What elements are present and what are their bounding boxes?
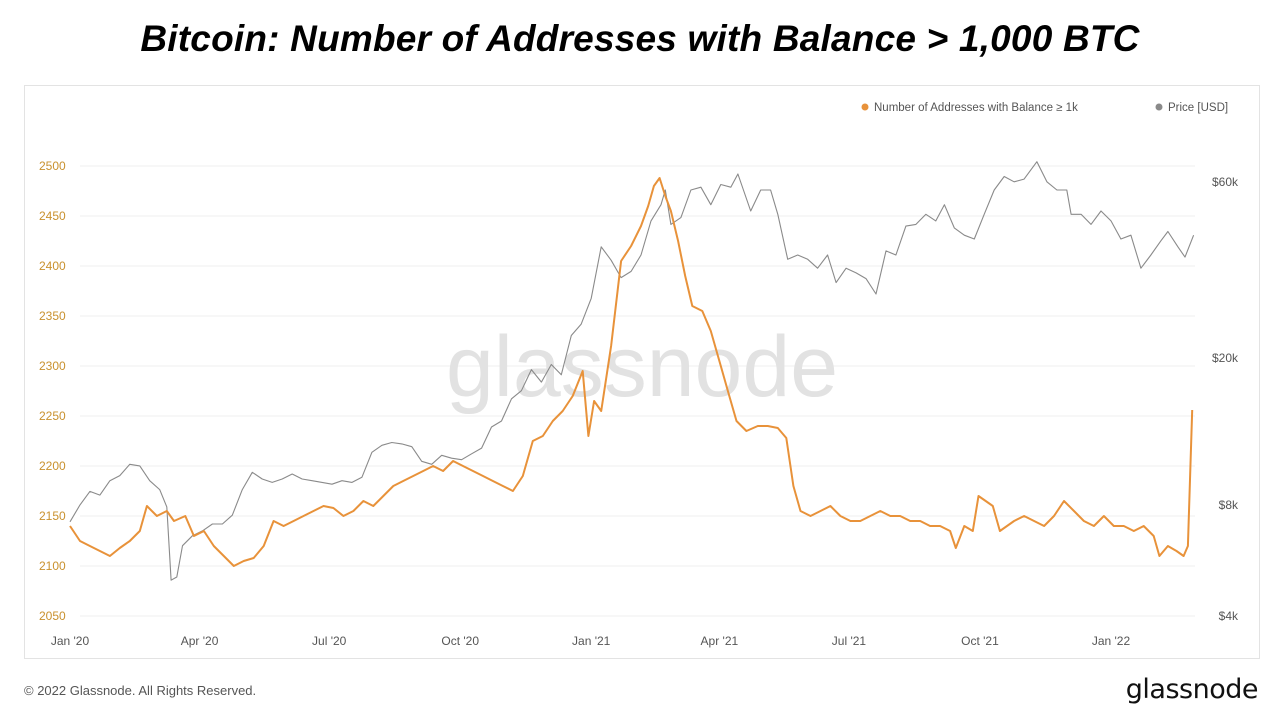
x-tick-label: Jan '21	[572, 634, 611, 648]
x-tick-label: Jan '22	[1092, 634, 1131, 648]
price-line	[69, 161, 1195, 581]
watermark: glassnode	[446, 319, 838, 415]
brand-logo: glassnode	[1125, 674, 1259, 705]
right-tick-label: $4k	[1219, 609, 1239, 623]
left-tick-label: 2050	[39, 609, 66, 623]
left-tick-label: 2150	[39, 509, 66, 523]
series-group	[69, 161, 1195, 581]
grid	[80, 165, 1195, 617]
left-tick-label: 2300	[39, 359, 66, 373]
legend-label-addresses: Number of Addresses with Balance ≥ 1k	[874, 102, 1078, 114]
x-axis: Jan '20 Apr '20 Jul '20 Oct '20 Jan '21 Apr '…	[51, 634, 1131, 648]
page-title: Bitcoin: Number of Addresses with Balanc…	[140, 18, 1140, 59]
legend-label-price: Price [USD]	[1168, 102, 1228, 114]
x-tick-label: Oct '20	[441, 634, 479, 648]
left-tick-label: 2100	[39, 559, 66, 573]
right-axis: $4k $8k $20k $60k	[1212, 175, 1239, 623]
x-tick-label: Oct '21	[961, 634, 999, 648]
left-tick-label: 2250	[39, 409, 66, 423]
left-axis: 2050 2100 2150 2200 2250 2300 2350 2400 2450 2500	[39, 159, 66, 623]
left-tick-label: 2450	[39, 209, 66, 223]
copyright-text: © 2022 Glassnode. All Rights Reserved.	[24, 683, 257, 698]
left-tick-label: 2200	[39, 459, 66, 473]
legend-swatch-price	[1155, 103, 1163, 111]
addresses-line	[69, 177, 1194, 567]
right-tick-label: $20k	[1212, 351, 1239, 365]
legend: Number of Addresses with Balance ≥ 1k Pri…	[861, 102, 1228, 114]
legend-swatch-addresses	[861, 103, 869, 111]
x-tick-label: Jul '20	[312, 634, 347, 648]
right-tick-label: $60k	[1212, 175, 1239, 189]
x-tick-label: Apr '20	[181, 634, 219, 648]
x-tick-label: Apr '21	[701, 634, 739, 648]
chart-svg: glassnode 2050 2100 2150 2200 2250 2300 2350 24…	[39, 102, 1239, 648]
chart-frame: glassnode 2050 2100 2150 2200 2250 2300 2350 24…	[24, 85, 1260, 659]
left-tick-label: 2350	[39, 309, 66, 323]
x-tick-label: Jan '20	[51, 634, 90, 648]
left-tick-label: 2500	[39, 159, 66, 173]
x-tick-label: Jul '21	[832, 634, 867, 648]
right-tick-label: $8k	[1219, 498, 1239, 512]
left-tick-label: 2400	[39, 259, 66, 273]
